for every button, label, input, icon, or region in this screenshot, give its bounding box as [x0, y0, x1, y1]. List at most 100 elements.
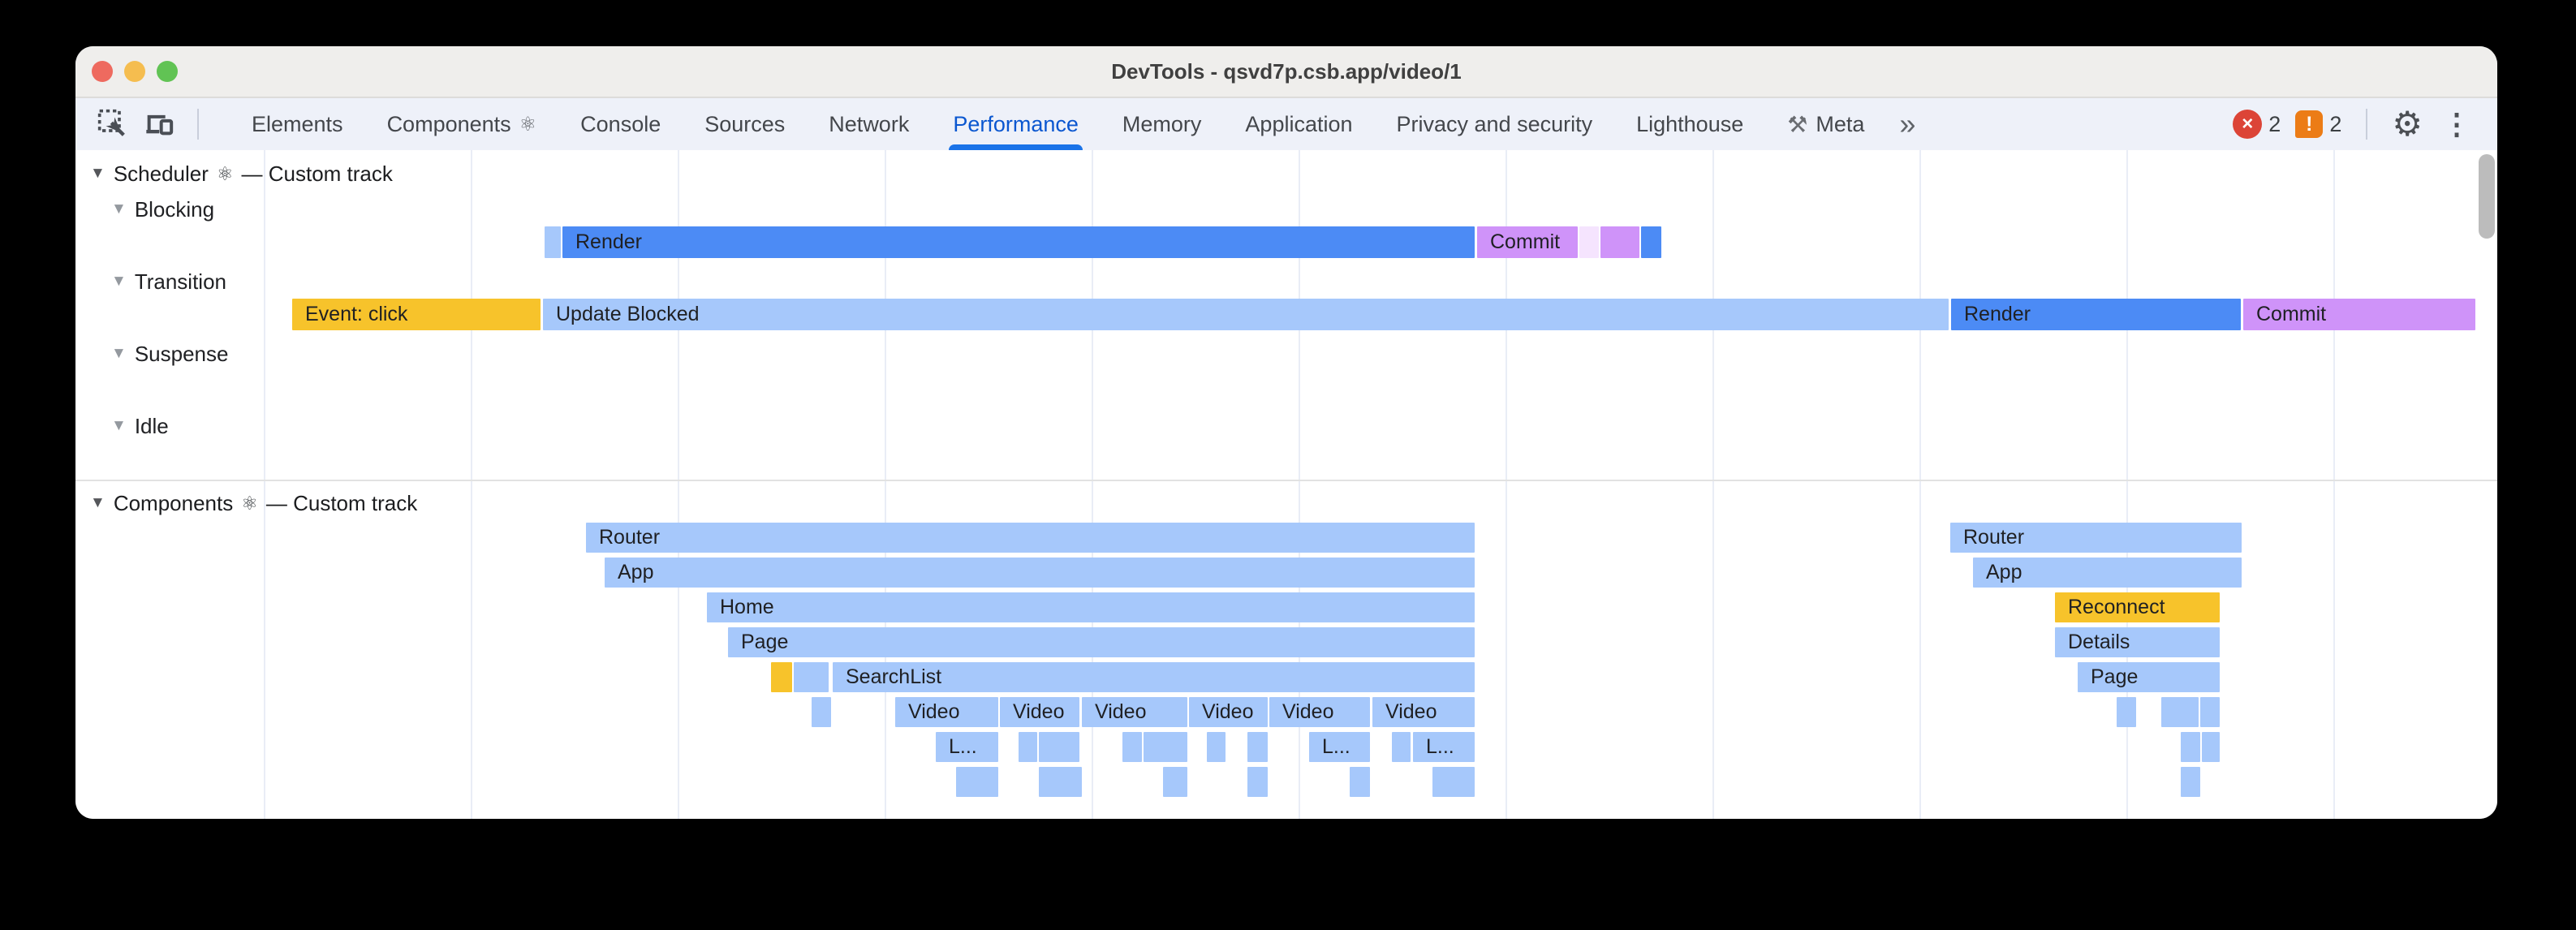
flame-bar[interactable] — [1432, 767, 1475, 797]
lane-label-suspense[interactable]: ▼ Suspense — [75, 342, 228, 366]
tab-label: Elements — [252, 111, 343, 136]
tab-label: Performance — [953, 111, 1079, 136]
devtools-toolbar: Elements Components ⚛ Console Sources Network… — [75, 98, 2497, 152]
flame-bar-home[interactable]: Home — [707, 592, 1475, 622]
flame-bar[interactable] — [1579, 226, 1599, 258]
flame-bar-video[interactable]: Video — [1372, 697, 1475, 727]
flame-bar-commit[interactable]: Commit — [2243, 299, 2475, 330]
flame-bar-page[interactable]: Page — [728, 627, 1475, 657]
flame-bar-l-[interactable]: L... — [936, 732, 998, 762]
flame-bar-render[interactable]: Render — [1951, 299, 2241, 330]
bar-label: Video — [1202, 700, 1254, 723]
flame-bar[interactable] — [2181, 732, 2200, 762]
flame-bar[interactable] — [771, 662, 792, 692]
tab-network[interactable]: Network — [807, 98, 931, 150]
collapse-triangle-icon: ▼ — [111, 417, 127, 434]
flame-bar[interactable] — [1163, 767, 1187, 797]
bar-label: Video — [1282, 700, 1334, 723]
lane-label-transition[interactable]: ▼ Transition — [75, 269, 226, 294]
flame-bar-reconnect[interactable]: Reconnect — [2055, 592, 2220, 622]
tab-memory[interactable]: Memory — [1101, 98, 1224, 150]
flame-bar[interactable] — [2117, 697, 2136, 727]
flame-bar[interactable] — [2161, 697, 2199, 727]
flame-bar[interactable] — [545, 226, 561, 258]
flame-bar-update-blocked[interactable]: Update Blocked — [543, 299, 1949, 330]
console-errors-badge[interactable]: × 2 — [2233, 110, 2281, 139]
flame-bar[interactable] — [1600, 226, 1639, 258]
lane-label-idle[interactable]: ▼ Idle — [75, 414, 169, 438]
flame-bar-video[interactable]: Video — [1269, 697, 1370, 727]
tab-console[interactable]: Console — [558, 98, 683, 150]
tab-elements[interactable]: Elements — [230, 98, 365, 150]
lane-label-blocking[interactable]: ▼ Blocking — [75, 197, 214, 222]
tab-application[interactable]: Application — [1223, 98, 1374, 150]
flame-bar[interactable] — [1350, 767, 1370, 797]
track-header-scheduler[interactable]: ▼ Scheduler ⚛ — Custom track — [75, 161, 393, 186]
close-window-button[interactable] — [92, 61, 113, 82]
flame-bar-commit[interactable]: Commit — [1477, 226, 1578, 258]
tab-components[interactable]: Components ⚛ — [365, 98, 559, 150]
bar-label: Page — [741, 631, 789, 653]
tab-sources[interactable]: Sources — [683, 98, 807, 150]
atom-icon: ⚛ — [241, 492, 258, 514]
flame-bar[interactable] — [1122, 732, 1142, 762]
flame-bar-page[interactable]: Page — [2078, 662, 2220, 692]
tab-label: Network — [829, 111, 910, 136]
flame-bar-video[interactable]: Video — [895, 697, 998, 727]
vertical-scrollbar-thumb[interactable] — [2479, 154, 2495, 239]
flame-bar[interactable] — [1019, 732, 1037, 762]
flame-bar-app[interactable]: App — [1973, 558, 2242, 588]
inspect-element-icon[interactable] — [93, 105, 132, 144]
time-gridline — [1299, 150, 1300, 819]
collapse-triangle-icon: ▼ — [111, 200, 127, 217]
flame-bar[interactable] — [2181, 767, 2200, 797]
settings-gear-icon[interactable]: ⚙ — [2392, 105, 2423, 143]
flame-bar-event-click[interactable]: Event: click — [292, 299, 541, 330]
flame-bar[interactable] — [1641, 226, 1661, 258]
flame-bar[interactable] — [2202, 732, 2220, 762]
flame-bar[interactable] — [1247, 732, 1268, 762]
tab-meta[interactable]: ⚒ Meta — [1765, 98, 1886, 150]
flame-bar-router[interactable]: Router — [586, 523, 1475, 553]
flame-bar-searchlist[interactable]: SearchList — [833, 662, 1475, 692]
flame-bar[interactable] — [1247, 767, 1268, 797]
zoom-window-button[interactable] — [157, 61, 178, 82]
bar-label: L... — [1426, 735, 1454, 758]
flame-bar[interactable] — [2200, 697, 2220, 727]
panel-tabs: Elements Components ⚛ Console Sources Network… — [230, 98, 1886, 150]
flame-bar[interactable] — [1207, 732, 1226, 762]
flame-bar-video[interactable]: Video — [1000, 697, 1079, 727]
console-warnings-badge[interactable]: ! 2 — [2295, 110, 2341, 138]
window-title: DevTools - qsvd7p.csb.app/video/1 — [1111, 58, 1462, 84]
traffic-lights — [75, 61, 178, 82]
bar-label: Event: click — [305, 303, 408, 325]
error-count: 2 — [2268, 111, 2281, 136]
flame-bar[interactable] — [1039, 732, 1079, 762]
flame-bar[interactable] — [1144, 732, 1187, 762]
kebab-menu-icon[interactable]: ⋮ — [2442, 107, 2471, 140]
minimize-window-button[interactable] — [124, 61, 145, 82]
device-toolbar-icon[interactable] — [140, 105, 179, 144]
performance-flamechart-area[interactable]: ▼ Scheduler ⚛ — Custom track ▼ Components ⚛ — C… — [75, 150, 2497, 819]
flame-bar[interactable] — [1039, 767, 1082, 797]
flame-bar-render[interactable]: Render — [562, 226, 1475, 258]
flame-bar[interactable] — [812, 697, 831, 727]
tab-lighthouse[interactable]: Lighthouse — [1614, 98, 1765, 150]
tab-label: Components — [386, 111, 511, 136]
flame-bar[interactable] — [956, 767, 998, 797]
flame-bar[interactable] — [794, 662, 829, 692]
flame-bar-router[interactable]: Router — [1950, 523, 2242, 553]
more-tabs-icon[interactable]: » — [1899, 107, 1915, 140]
flame-bar-video[interactable]: Video — [1082, 697, 1187, 727]
flame-bar[interactable] — [1392, 732, 1411, 762]
flame-bar-l-[interactable]: L... — [1413, 732, 1475, 762]
tab-performance[interactable]: Performance — [931, 98, 1101, 150]
tab-privacy-and-security[interactable]: Privacy and security — [1375, 98, 1615, 150]
flame-bar-video[interactable]: Video — [1189, 697, 1268, 727]
flame-bar-details[interactable]: Details — [2055, 627, 2220, 657]
flame-bar-l-[interactable]: L... — [1309, 732, 1370, 762]
devtools-window: DevTools - qsvd7p.csb.app/video/1 — [75, 46, 2497, 819]
flame-bar-app[interactable]: App — [605, 558, 1475, 588]
track-header-components[interactable]: ▼ Components ⚛ — Custom track — [75, 491, 417, 515]
